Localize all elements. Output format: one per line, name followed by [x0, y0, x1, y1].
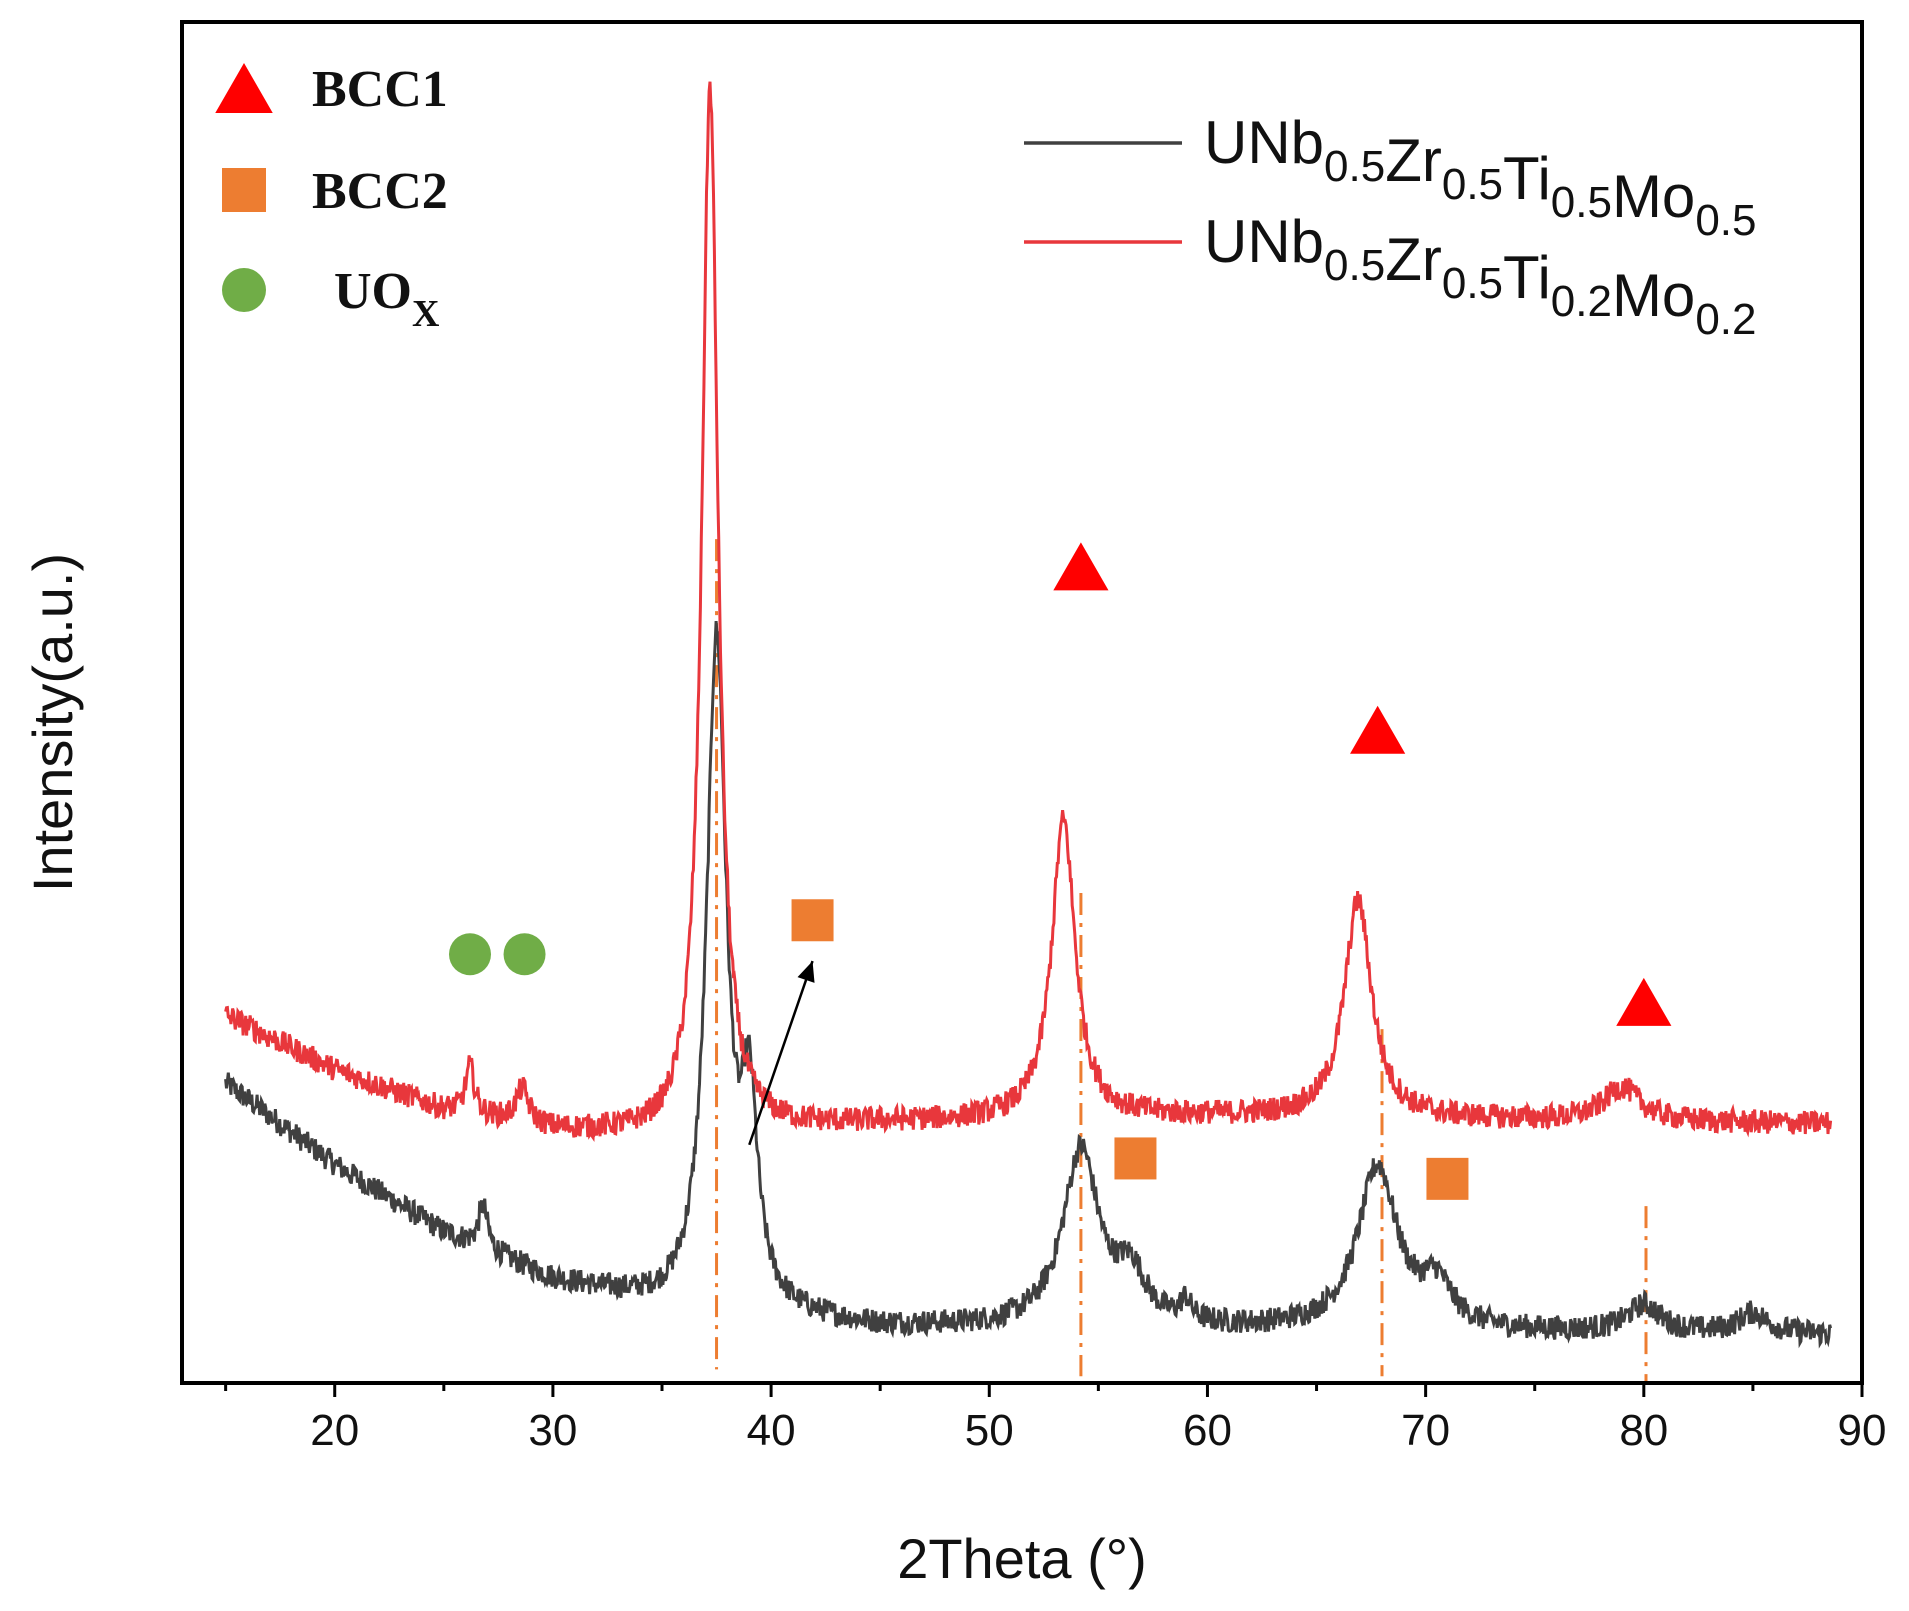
series-line-2: [224, 81, 1833, 1143]
marker-legend-label: BCC1: [312, 61, 448, 118]
x-tick-label: 40: [747, 1406, 796, 1455]
x-tick-label: 30: [528, 1406, 577, 1455]
x-axis-ticks: 20 30 40 50 60 70 80 90: [224, 1383, 1887, 1455]
series-legend: UNb0.5Zr0.5Ti0.5Mo0.5UNb0.5Zr0.5Ti0.2Mo0…: [1024, 109, 1756, 344]
x-tick-label: 60: [1183, 1406, 1232, 1455]
marker-legend-label: UOX: [334, 263, 439, 335]
legend-circle-icon: [222, 268, 266, 312]
arrow-shaft: [748, 960, 814, 1146]
bcc2-square-marker: [791, 899, 834, 942]
uox-circle-marker: [503, 933, 546, 976]
bcc2-square-marker: [1426, 1157, 1469, 1200]
bcc1-triangle-marker: [1350, 705, 1406, 754]
legend-triangle-icon: [215, 63, 273, 113]
x-tick-label: 20: [310, 1406, 359, 1455]
y-axis-title: Intensity(a.u.): [21, 553, 84, 892]
series-legend-label: UNb0.5Zr0.5Ti0.2Mo0.2: [1204, 208, 1756, 344]
series-line-1: [224, 620, 1833, 1349]
peak-markers: [449, 542, 1672, 1200]
arrow-head: [797, 961, 815, 983]
series-lines: [224, 81, 1833, 1349]
uox-circle-marker: [449, 933, 491, 976]
marker-legend: BCC1 BCC2 UOX: [215, 61, 448, 335]
bcc1-triangle-marker: [1053, 542, 1109, 591]
x-tick-label: 70: [1401, 1406, 1450, 1455]
x-tick-label: 80: [1619, 1406, 1668, 1455]
series-legend-label: UNb0.5Zr0.5Ti0.5Mo0.5: [1204, 109, 1756, 245]
legend-square-icon: [222, 168, 266, 212]
x-tick-label: 50: [965, 1406, 1014, 1455]
x-tick-label: 90: [1838, 1406, 1887, 1455]
x-axis-title: 2Theta (°): [897, 1527, 1147, 1590]
plot-frame: [180, 20, 1864, 1385]
marker-legend-label: BCC2: [312, 163, 448, 220]
bcc2-square-marker: [1114, 1137, 1157, 1180]
bcc1-triangle-marker: [1616, 977, 1672, 1026]
